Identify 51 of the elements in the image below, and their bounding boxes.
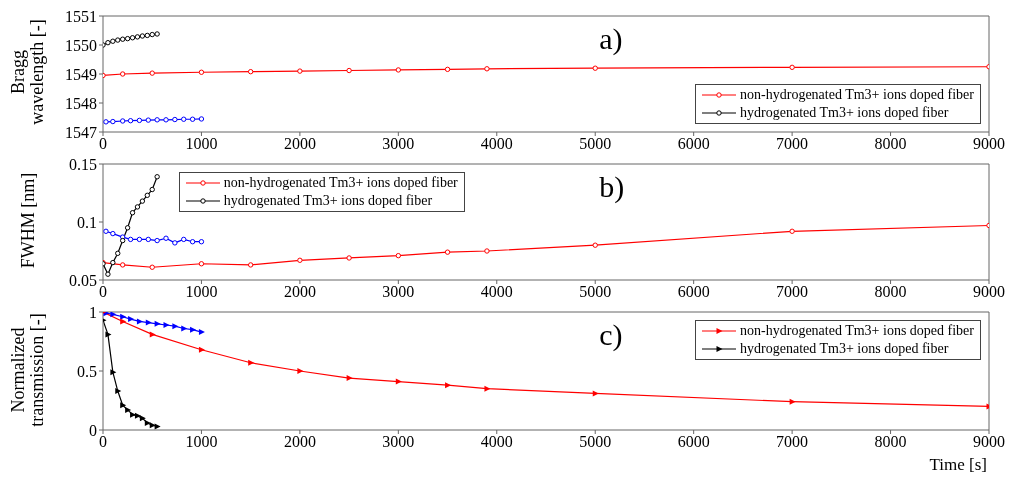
y-tick-label: 1550 (65, 36, 97, 54)
x-tick-label: 6000 (677, 433, 710, 451)
x-tick-label: 3000 (382, 433, 415, 451)
x-tick-label: 4000 (480, 135, 513, 153)
x-tick-label: 1000 (185, 433, 218, 451)
y-tick-label: 1 (89, 303, 97, 321)
x-tick-label: 2000 (283, 283, 316, 301)
x-tick-label: 4000 (480, 283, 513, 301)
x-tick-label: 7000 (776, 283, 809, 301)
y-axis-title: Bragg wavelength [-] (8, 18, 47, 127)
legend-label: non-hydrogenated Tm3+ ions doped fiber (740, 322, 974, 340)
x-tick-label: 5000 (579, 135, 612, 153)
y-tick-label: 1549 (65, 65, 97, 83)
annotation: c) (599, 318, 623, 352)
annotation: a) (599, 22, 623, 56)
x-tick-label: 6000 (677, 283, 710, 301)
y-tick-label: 0.5 (77, 362, 97, 380)
x-tick-label: 9000 (973, 433, 1005, 451)
y-tick-label: 1548 (65, 94, 97, 112)
y-tick-label: 0.05 (69, 271, 97, 289)
x-tick-label: 8000 (874, 433, 907, 451)
y-tick-label: 0.1 (77, 213, 97, 231)
y-tick-label: 0.15 (69, 155, 97, 173)
legend-label: hydrogenated Tm3+ ions doped fiber (223, 192, 433, 210)
x-axis-title: Time [s] (929, 455, 987, 474)
x-tick-label: 7000 (776, 433, 809, 451)
x-tick-label: 7000 (776, 135, 809, 153)
y-tick-label: 1551 (65, 7, 97, 25)
x-tick-label: 5000 (579, 433, 612, 451)
legend-label: hydrogenated Tm3+ ions doped fiber (740, 104, 949, 122)
x-tick-label: 2000 (283, 135, 316, 153)
x-tick-label: 1000 (185, 135, 218, 153)
x-tick-label: 8000 (874, 283, 907, 301)
legend-label: hydrogenated Tm3+ ions doped fiber (740, 340, 949, 358)
x-tick-label: 2000 (283, 433, 316, 451)
legend-label: non-hydrogenated Tm3+ ions doped fiber (740, 86, 974, 104)
annotation: b) (599, 170, 625, 204)
y-axis-title: FWHM [nm] (17, 171, 38, 270)
x-tick-label: 9000 (973, 135, 1005, 153)
x-tick-label: 6000 (677, 135, 710, 153)
x-tick-label: 8000 (874, 135, 907, 153)
x-tick-label: 9000 (973, 283, 1005, 301)
y-axis-title: Normalized transmission [-] (8, 312, 47, 429)
y-tick-label: 1547 (65, 123, 97, 141)
x-tick-label: 3000 (382, 283, 415, 301)
x-tick-label: 3000 (382, 135, 415, 153)
y-tick-label: 0 (89, 421, 97, 439)
x-tick-label: 4000 (480, 433, 513, 451)
x-tick-label: 5000 (579, 283, 612, 301)
x-tick-label: 1000 (185, 283, 218, 301)
legend-label: non-hydrogenated Tm3+ ions doped fiber (223, 174, 458, 192)
